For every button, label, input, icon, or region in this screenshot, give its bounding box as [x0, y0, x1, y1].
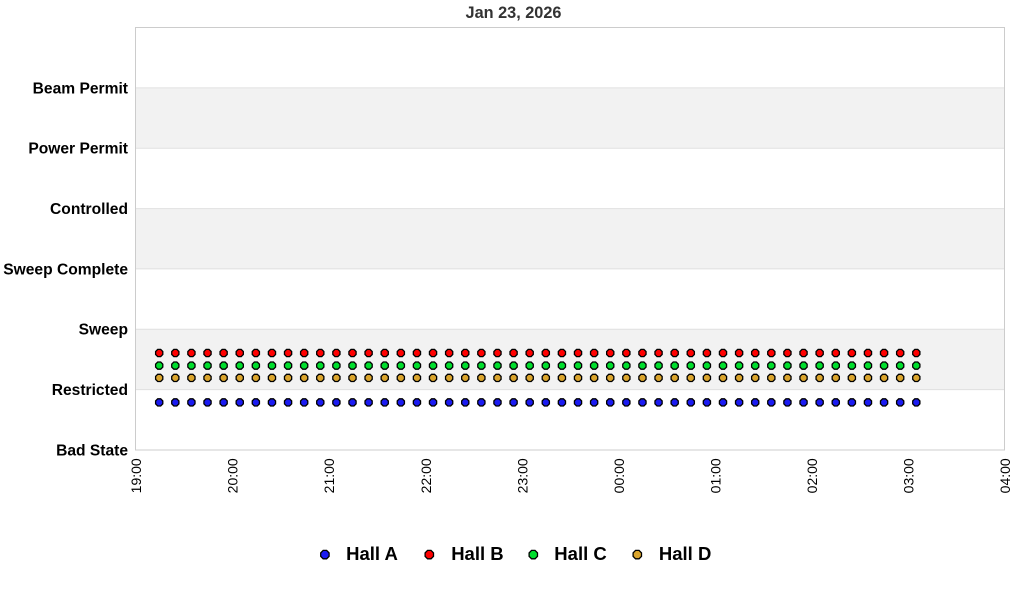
svg-text:Controlled: Controlled	[50, 201, 128, 218]
svg-text:01:00: 01:00	[707, 458, 723, 493]
svg-text:00:00: 00:00	[611, 458, 627, 493]
svg-text:Sweep Complete: Sweep Complete	[3, 261, 128, 278]
svg-text:Bad State: Bad State	[56, 442, 128, 459]
svg-text:03:00: 03:00	[901, 458, 917, 493]
svg-text:Beam Permit: Beam Permit	[33, 80, 128, 97]
svg-text:02:00: 02:00	[804, 458, 820, 493]
svg-text:Power Permit: Power Permit	[28, 141, 128, 158]
svg-text:23:00: 23:00	[514, 458, 530, 493]
svg-text:19:00: 19:00	[128, 458, 144, 493]
svg-text:20:00: 20:00	[225, 458, 241, 493]
svg-text:Hall A: Hall A	[346, 543, 398, 564]
svg-text:Hall C: Hall C	[554, 543, 606, 564]
svg-text:Hall D: Hall D	[659, 543, 711, 564]
svg-text:Hall B: Hall B	[451, 543, 503, 564]
svg-text:22:00: 22:00	[418, 458, 434, 493]
svg-text:21:00: 21:00	[321, 458, 337, 493]
svg-text:04:00: 04:00	[997, 458, 1013, 493]
svg-text:Sweep: Sweep	[79, 322, 128, 339]
svg-text:Jan 23, 2026: Jan 23, 2026	[466, 4, 562, 22]
svg-text:Restricted: Restricted	[52, 382, 128, 399]
